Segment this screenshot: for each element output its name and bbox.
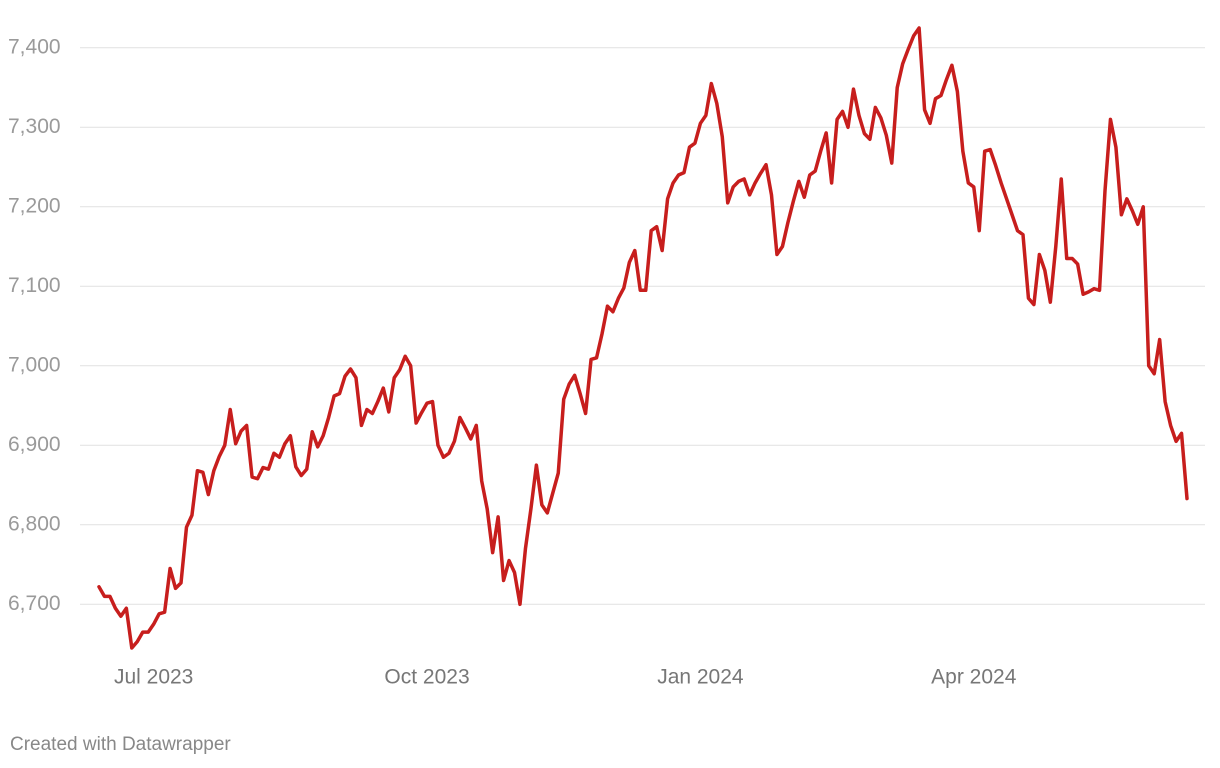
x-tick-label: Oct 2023 [384, 666, 469, 689]
y-tick-label: 7,300 [8, 115, 61, 138]
line [97, 26, 1189, 650]
y-tick-label: 6,800 [8, 512, 61, 535]
x-tick-label: Apr 2024 [931, 666, 1017, 689]
x-tick-label: Jul 2023 [114, 666, 193, 689]
x-tick-label: Jan 2024 [657, 666, 744, 689]
y-tick-label: 7,100 [8, 274, 61, 297]
y-tick-label: 7,000 [8, 353, 61, 376]
y-tick-label: 7,200 [8, 194, 61, 217]
y-tick-label: 6,900 [8, 433, 61, 456]
credit: Created with Datawrapper [10, 734, 231, 755]
y-tick-label: 6,700 [8, 592, 61, 615]
y-tick-label: 7,400 [8, 35, 61, 58]
